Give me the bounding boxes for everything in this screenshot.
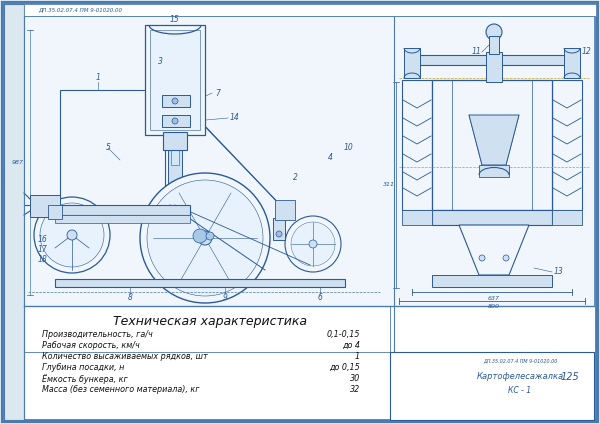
Text: 311: 311 <box>383 182 395 187</box>
Text: 1: 1 <box>95 73 100 83</box>
Text: до 4: до 4 <box>342 341 360 350</box>
Bar <box>55 279 345 287</box>
Text: ДП.35.02.07.4 ПМ 9-01020.00: ДП.35.02.07.4 ПМ 9-01020.00 <box>38 8 122 12</box>
Polygon shape <box>469 115 519 165</box>
Circle shape <box>140 173 270 303</box>
Circle shape <box>276 231 282 237</box>
Text: 987: 987 <box>12 159 24 165</box>
Bar <box>419 55 569 65</box>
Bar <box>30 195 60 217</box>
Text: Масса (без семенного материала), кг: Масса (без семенного материала), кг <box>42 385 199 394</box>
Text: 14: 14 <box>230 114 240 123</box>
Bar <box>171 70 179 165</box>
Bar <box>479 165 509 177</box>
Text: 11: 11 <box>471 47 481 56</box>
Text: Глубина посадки, н: Глубина посадки, н <box>42 363 124 372</box>
Circle shape <box>285 216 341 272</box>
Bar <box>432 80 552 210</box>
Circle shape <box>67 230 77 240</box>
Circle shape <box>34 197 110 273</box>
Text: 5: 5 <box>106 143 110 153</box>
Text: 18: 18 <box>37 256 47 265</box>
Circle shape <box>503 255 509 261</box>
Circle shape <box>193 229 207 243</box>
Text: 30: 30 <box>350 374 360 383</box>
Text: Рабочая скорость, км/ч: Рабочая скорость, км/ч <box>42 341 140 350</box>
Text: 800: 800 <box>488 304 500 310</box>
Bar <box>163 132 187 150</box>
Bar <box>394 16 594 306</box>
Text: 6: 6 <box>317 293 322 302</box>
Bar <box>404 48 420 78</box>
Bar <box>273 218 285 240</box>
Circle shape <box>147 180 263 296</box>
Bar <box>55 215 190 223</box>
Text: ДП.35.02.07.4 ПМ 9-01020.00: ДП.35.02.07.4 ПМ 9-01020.00 <box>483 358 557 363</box>
Text: 4: 4 <box>328 153 332 162</box>
Bar <box>24 16 394 306</box>
Circle shape <box>172 98 178 104</box>
Bar <box>489 36 499 54</box>
Bar <box>55 205 190 215</box>
Bar <box>552 80 582 210</box>
Circle shape <box>40 203 104 267</box>
Text: 8: 8 <box>128 293 133 302</box>
Circle shape <box>479 255 485 261</box>
Text: Производительность, га/ч: Производительность, га/ч <box>42 330 153 339</box>
Bar <box>432 210 552 225</box>
Text: 125: 125 <box>560 372 580 382</box>
Text: 15: 15 <box>170 14 180 23</box>
Text: 2: 2 <box>293 173 298 182</box>
Bar <box>486 52 502 82</box>
Bar <box>60 90 165 210</box>
Bar <box>4 4 24 420</box>
Polygon shape <box>459 225 529 275</box>
Bar <box>162 95 190 107</box>
Circle shape <box>172 118 178 124</box>
Bar <box>145 25 205 135</box>
Bar <box>552 210 582 225</box>
Bar <box>402 210 432 225</box>
Text: 637: 637 <box>488 296 500 301</box>
Text: 1: 1 <box>355 352 360 361</box>
Text: 3: 3 <box>158 58 163 67</box>
Text: до 0,15: до 0,15 <box>329 363 360 372</box>
Circle shape <box>486 24 502 40</box>
Bar <box>162 115 190 127</box>
Bar <box>275 200 295 220</box>
Text: 10: 10 <box>343 143 353 153</box>
Circle shape <box>309 240 317 248</box>
Text: 32: 32 <box>350 385 360 394</box>
Text: 12: 12 <box>581 47 591 56</box>
Text: КС - 1: КС - 1 <box>508 386 532 395</box>
Text: 0,1-0,15: 0,1-0,15 <box>326 330 360 339</box>
Text: 13: 13 <box>554 268 564 276</box>
Text: 9: 9 <box>223 293 227 302</box>
Circle shape <box>206 232 214 240</box>
Bar <box>48 205 62 219</box>
Text: Ёмкость бункера, кг: Ёмкость бункера, кг <box>42 374 128 384</box>
Text: Количество высаживаемых рядков, шт: Количество высаживаемых рядков, шт <box>42 352 208 361</box>
Bar <box>564 48 580 78</box>
Text: 16: 16 <box>37 235 47 245</box>
Circle shape <box>198 231 212 245</box>
Circle shape <box>291 222 335 266</box>
Bar <box>432 275 552 287</box>
Text: 7: 7 <box>215 89 220 98</box>
Bar <box>402 80 432 210</box>
Bar <box>150 30 200 130</box>
Text: 17: 17 <box>37 245 47 254</box>
Bar <box>168 25 182 225</box>
Bar <box>24 4 596 16</box>
Text: Техническая характеристика: Техническая характеристика <box>113 315 307 328</box>
Text: Картофелесажалка: Картофелесажалка <box>476 372 563 381</box>
Bar <box>390 352 594 420</box>
